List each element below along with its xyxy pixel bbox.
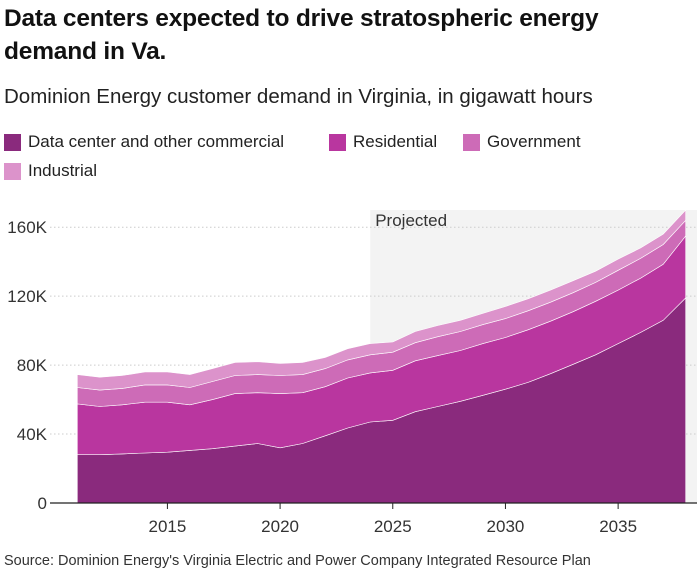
- x-tick-label: 2015: [148, 517, 186, 536]
- y-tick-label: 80K: [17, 356, 48, 375]
- legend-item-data-center: Data center and other commercial: [4, 132, 284, 152]
- y-tick-label: 120K: [7, 287, 47, 306]
- chart-title: Data centers expected to drive stratosph…: [4, 5, 599, 65]
- x-tick-label: 2020: [261, 517, 299, 536]
- legend-item-government: Government: [463, 132, 581, 152]
- legend-item-residential: Residential: [329, 132, 437, 152]
- legend-label-residential: Residential: [353, 132, 438, 151]
- legend-label-industrial: Industrial: [28, 161, 97, 180]
- legend-label-government: Government: [487, 132, 581, 151]
- legend-swatch-residential: [329, 133, 346, 151]
- projected-label: Projected: [375, 211, 447, 230]
- legend-swatch-data-center: [4, 133, 21, 151]
- x-tick-label: 2025: [374, 517, 412, 536]
- x-tick-label: 2035: [599, 517, 637, 536]
- chart-subtitle: Dominion Energy customer demand in Virgi…: [4, 85, 593, 108]
- area-industrial: [77, 209, 686, 391]
- y-tick-label: 160K: [7, 218, 47, 237]
- legend-label-data-center: Data center and other commercial: [28, 132, 285, 151]
- legend-swatch-government: [463, 133, 480, 151]
- x-axis: 2015 2020 2025 2030 2035: [148, 503, 637, 536]
- y-tick-label: 40K: [17, 425, 48, 444]
- legend-item-industrial: Industrial: [4, 161, 97, 181]
- source-note: Source: Dominion Energy's Virginia Elect…: [4, 553, 591, 569]
- y-tick-label: 0: [38, 494, 47, 513]
- x-tick-label: 2030: [487, 517, 525, 536]
- y-axis: 0 40K 80K 120K 160K: [7, 218, 47, 513]
- stacked-areas: [77, 209, 686, 504]
- legend-swatch-industrial: [4, 162, 21, 180]
